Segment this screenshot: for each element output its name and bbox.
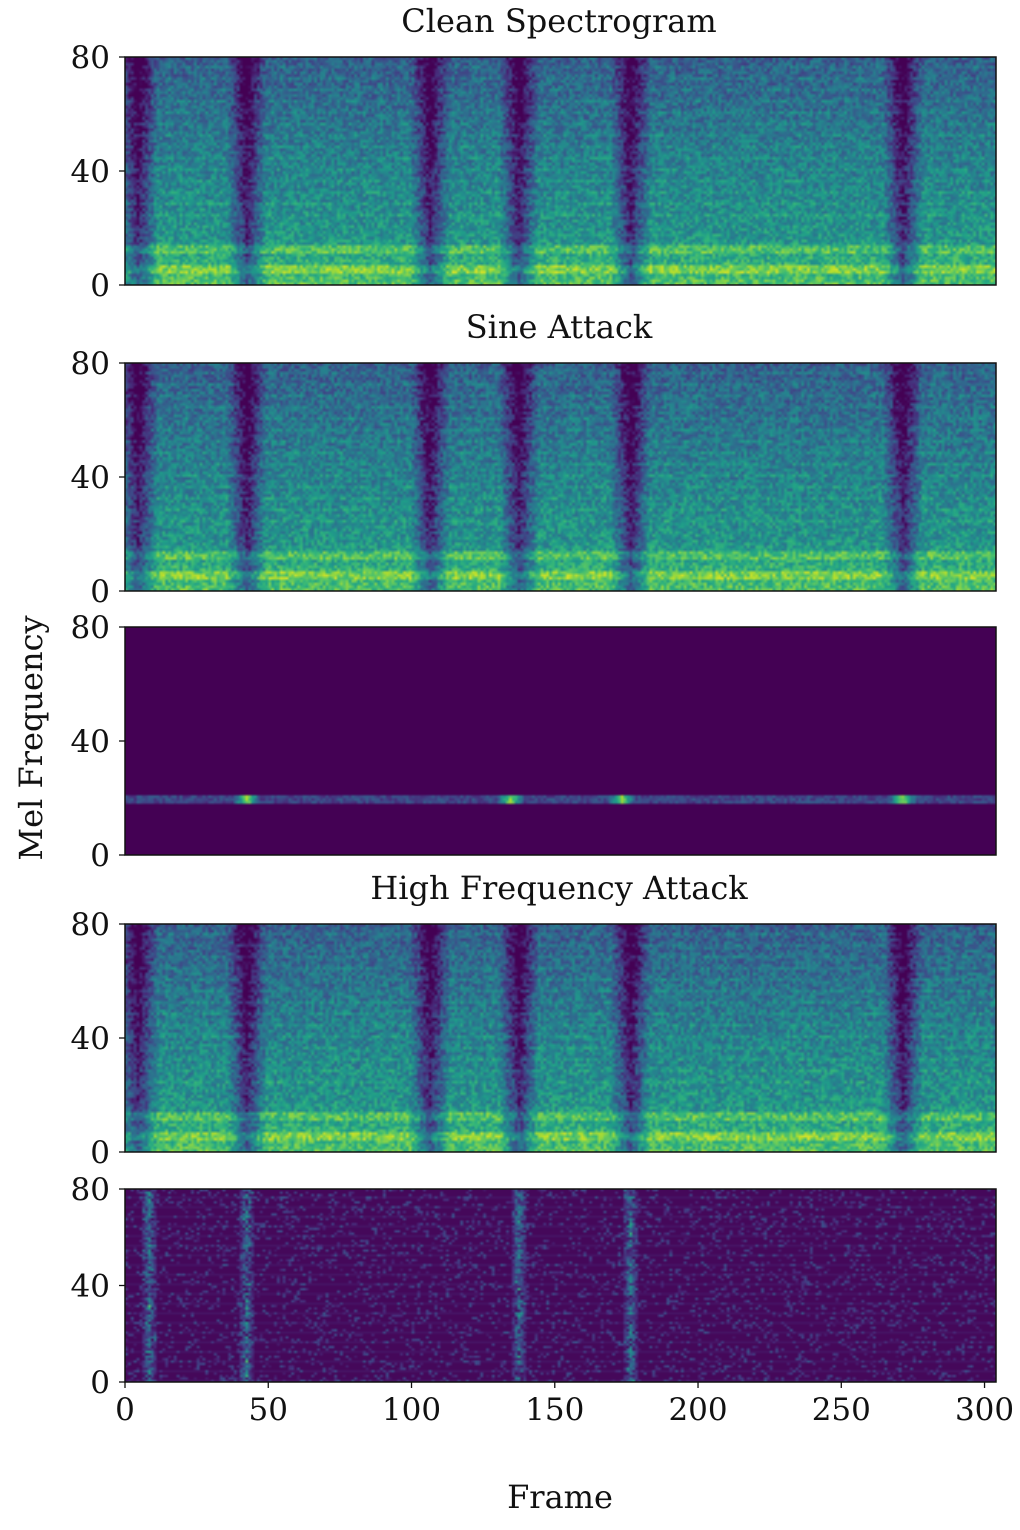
ytick-label: 0 bbox=[90, 268, 110, 304]
panel-title-hf: High Frequency Attack bbox=[370, 869, 748, 907]
panel-hf-difference: 80 40 0 0 50 100 150 200 250 300 bbox=[71, 1172, 1015, 1428]
ytick-label: 80 bbox=[71, 610, 110, 646]
heatmap-sine-diff bbox=[125, 627, 996, 855]
xtick-label: 100 bbox=[382, 1392, 441, 1428]
ytick-label: 80 bbox=[71, 40, 110, 76]
xtick-label: 50 bbox=[249, 1392, 288, 1428]
shared-y-axis-label: Mel Frequency bbox=[12, 615, 50, 860]
ytick-label: 40 bbox=[71, 460, 110, 496]
heatmap-clean bbox=[125, 57, 996, 285]
yticks-hf: 80 40 0 bbox=[71, 907, 125, 1171]
panel-title-clean: Clean Spectrogram bbox=[401, 2, 716, 40]
ytick-label: 40 bbox=[71, 1269, 110, 1305]
xtick-label: 150 bbox=[525, 1392, 584, 1428]
heatmap-sine bbox=[125, 363, 996, 591]
shared-x-axis-label: Frame bbox=[507, 1478, 613, 1516]
ytick-label: 0 bbox=[90, 574, 110, 610]
yticks-clean: 80 40 0 bbox=[71, 40, 125, 304]
xtick-label: 200 bbox=[668, 1392, 727, 1428]
panel-clean-spectrogram: Clean Spectrogram 80 40 0 bbox=[71, 2, 997, 304]
ytick-label: 40 bbox=[71, 154, 110, 190]
yticks-hf-diff: 80 40 0 bbox=[71, 1172, 125, 1401]
xticks-hf-diff: 0 50 100 150 200 250 300 bbox=[115, 1382, 1014, 1428]
panel-title-sine: Sine Attack bbox=[466, 308, 653, 346]
ytick-label: 80 bbox=[71, 1172, 110, 1208]
panel-high-frequency-attack: High Frequency Attack 80 40 0 bbox=[71, 869, 997, 1171]
xtick-label: 300 bbox=[955, 1392, 1014, 1428]
ytick-label: 0 bbox=[90, 838, 110, 874]
heatmap-hf-diff bbox=[125, 1189, 996, 1382]
ytick-label: 80 bbox=[71, 346, 110, 382]
yticks-sine: 80 40 0 bbox=[71, 346, 125, 610]
ytick-label: 40 bbox=[71, 1021, 110, 1057]
yticks-sine-diff: 80 40 0 bbox=[71, 610, 125, 874]
panel-sine-attack: Sine Attack 80 40 0 bbox=[71, 308, 997, 610]
ytick-label: 0 bbox=[90, 1135, 110, 1171]
ytick-label: 0 bbox=[90, 1365, 110, 1401]
panel-sine-difference: 80 40 0 bbox=[71, 610, 997, 874]
ytick-label: 40 bbox=[71, 724, 110, 760]
xtick-label: 250 bbox=[812, 1392, 871, 1428]
xtick-label: 0 bbox=[115, 1392, 135, 1428]
heatmap-hf bbox=[125, 924, 996, 1152]
ytick-label: 80 bbox=[71, 907, 110, 943]
